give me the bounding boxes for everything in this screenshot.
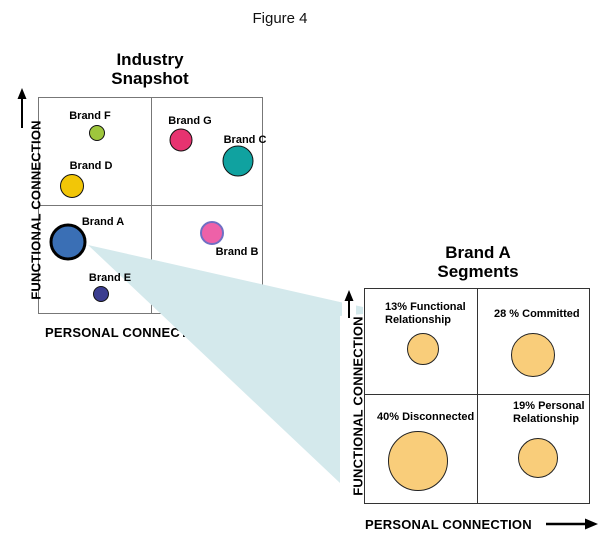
brand-bubble-c [222,145,254,177]
segments-chart-title-line2: Segments [437,262,519,281]
segment-label-committed: 28 % Committed [494,308,580,320]
segment-label-functional: 13% Functional Relationship [385,301,466,326]
segments-chart-title-line1: Brand A [445,243,511,262]
figure-title: Figure 4 [252,10,308,27]
segments-chart-title: Brand A Segments [437,243,518,281]
segments-y-axis-label: FUNCTIONAL CONNECTION [350,316,366,496]
segment-label-disconnected: 40% Disconnected [377,411,475,423]
segment-label-personal: 19% Personal Relationship [513,400,585,425]
segments-x-axis-arrow-icon [546,518,598,530]
industry-y-axis-arrow-icon [17,88,27,128]
brand-label-e: Brand E [88,272,132,284]
industry-chart-title-line2: Snapshot [111,69,189,88]
brand-bubble-a [49,223,87,261]
brand-label-b: Brand B [215,246,259,258]
segment-bubble-committed [511,333,555,377]
industry-quadrant-divider-horizontal [38,205,263,206]
brand-bubble-e [93,286,109,302]
brand-label-g: Brand G [168,115,212,127]
industry-x-axis-label: PERSONAL CONNECTION [45,325,212,340]
segments-quadrant-divider-vertical [477,288,478,504]
segment-bubble-disconnected [388,431,448,491]
brand-label-f: Brand F [69,110,111,122]
brand-label-d: Brand D [69,160,113,172]
industry-chart-title: Industry Snapshot [111,50,188,88]
segment-bubble-personal [518,438,558,478]
segment-bubble-functional [407,333,439,365]
brand-bubble-f [89,125,105,141]
industry-y-axis-label: FUNCTIONAL CONNECTION [28,120,44,300]
brand-label-a: Brand A [81,216,125,228]
brand-bubble-g [169,128,193,152]
industry-chart-title-line1: Industry [116,50,184,69]
brand-bubble-b [200,221,224,245]
segments-y-axis-arrow-icon [344,290,354,318]
brand-label-c: Brand C [223,134,267,146]
segments-x-axis-label: PERSONAL CONNECTION [365,517,532,532]
brand-bubble-d [60,174,84,198]
segments-quadrant-divider-horizontal [364,394,590,395]
